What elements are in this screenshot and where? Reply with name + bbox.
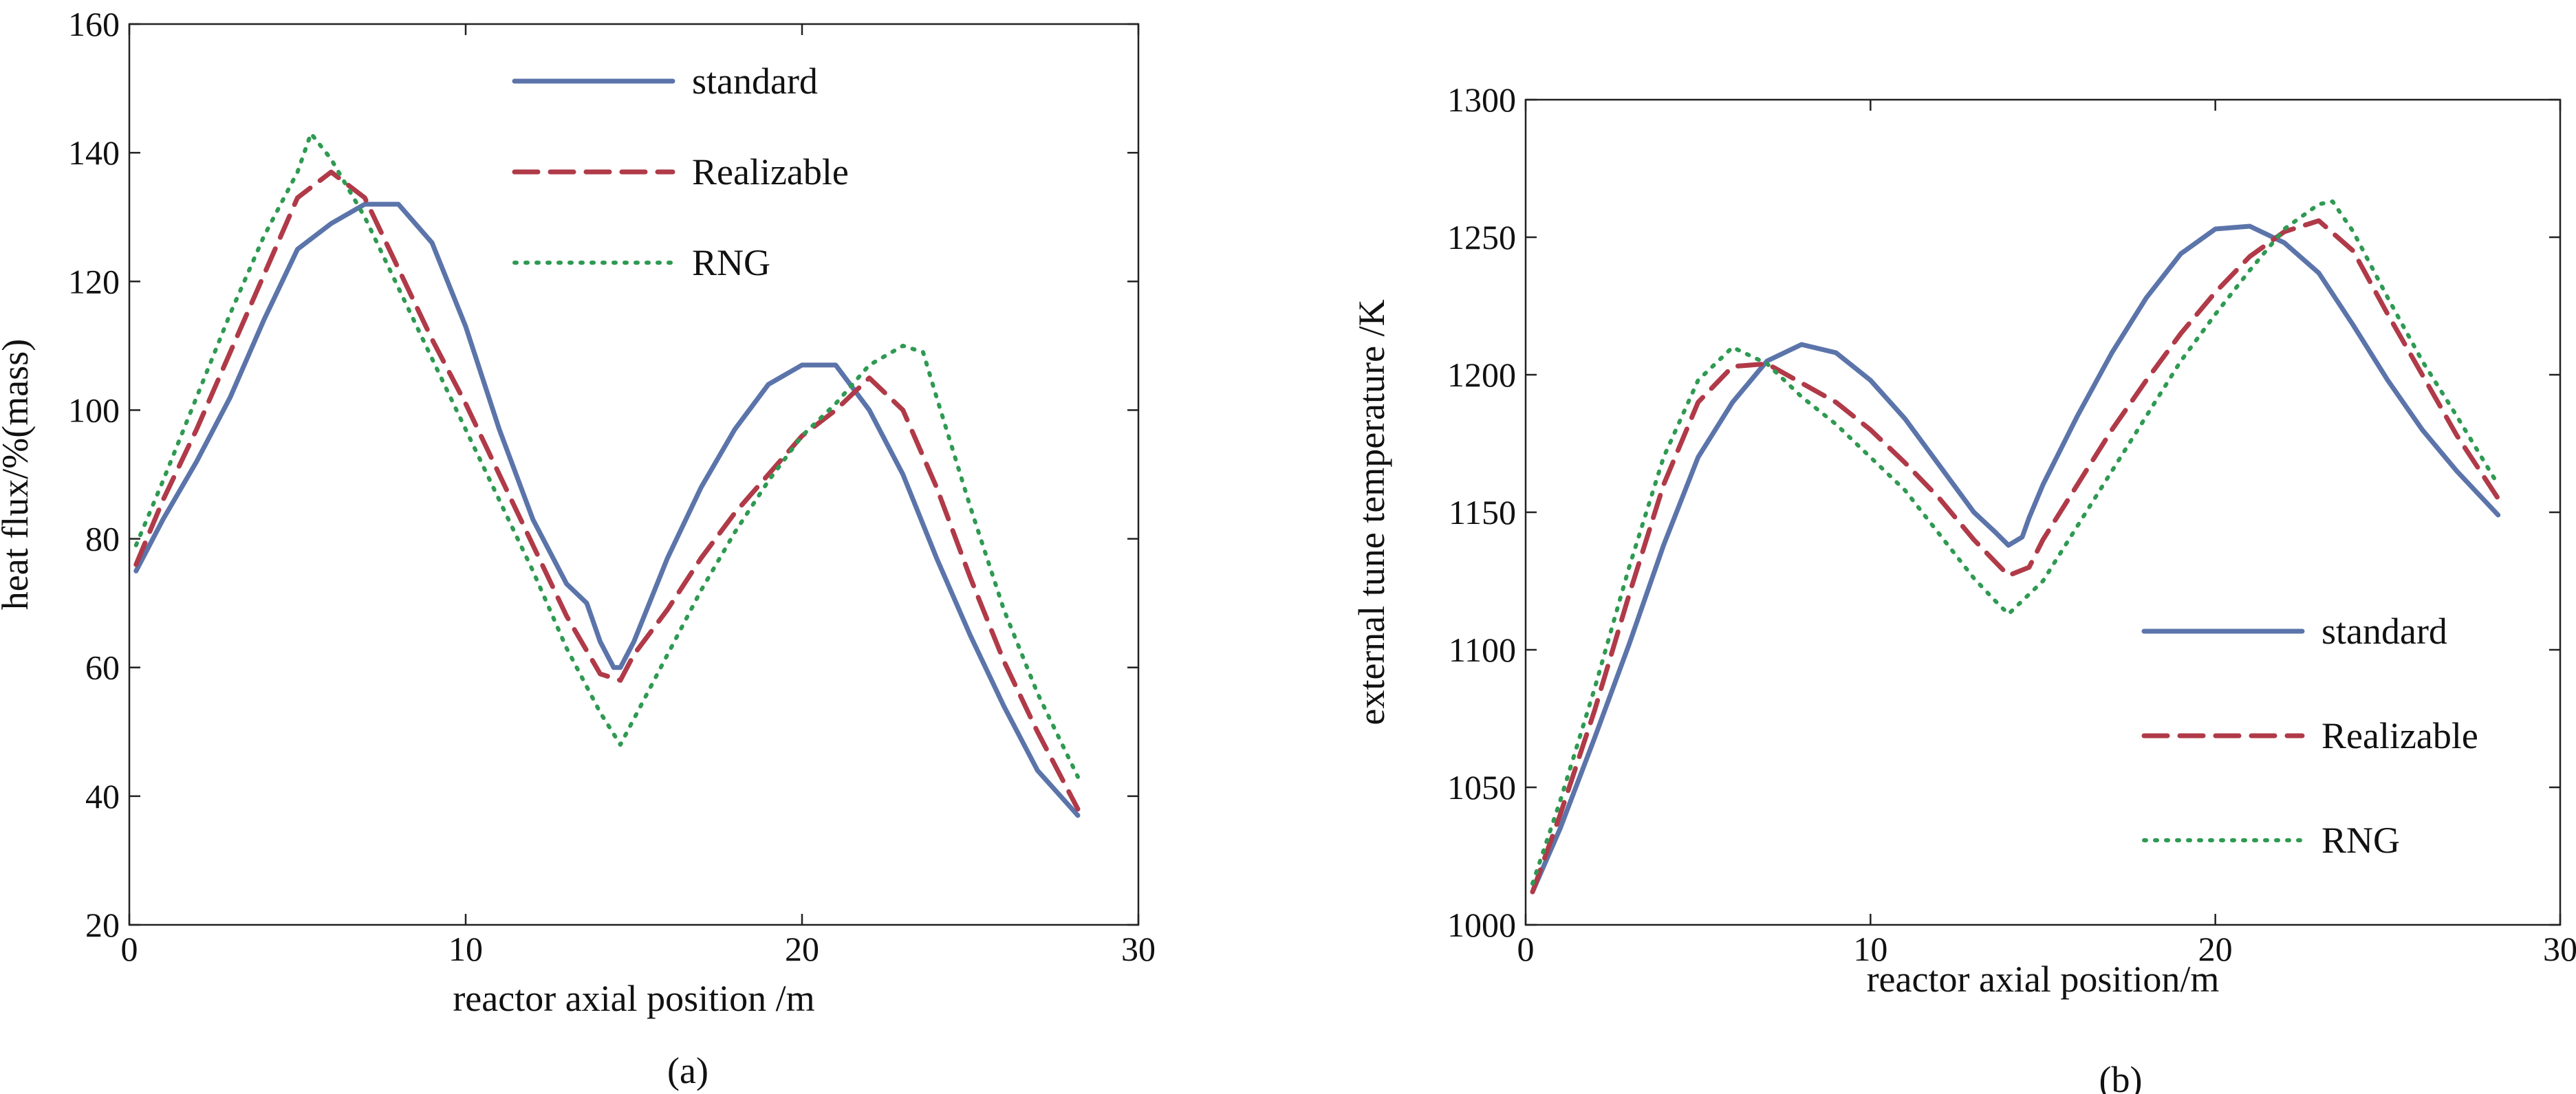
chart-panel-a: 0 10 20 30 20 40 60 80 100 120 140 160 reactor axial… bbox=[0, 5, 1156, 1091]
x-tick-label: 20 bbox=[785, 930, 819, 968]
series-line-realizable bbox=[133, 169, 1081, 812]
y-tick-label: 40 bbox=[85, 777, 120, 816]
x-tick-label: 10 bbox=[1853, 930, 1887, 968]
y-tick-label: 1050 bbox=[1447, 768, 1516, 807]
y-tick-label: 100 bbox=[68, 391, 120, 429]
x-tick-label: 0 bbox=[121, 930, 138, 968]
y-tick-label: 120 bbox=[68, 262, 120, 300]
x-axis-label: reactor axial position/m bbox=[1867, 959, 2220, 1000]
y-tick-label: 1100 bbox=[1449, 631, 1516, 669]
legend: standard Realizable RNG bbox=[2141, 611, 2478, 861]
x-tick-label: 30 bbox=[1121, 930, 1156, 968]
x-tick-label: 30 bbox=[2543, 930, 2576, 968]
y-axis-label: external tune temperature /K bbox=[1351, 299, 1392, 725]
x-tick-label: 0 bbox=[1517, 930, 1535, 968]
panel-label: (a) bbox=[667, 1050, 708, 1091]
legend-label: Realizable bbox=[692, 151, 849, 193]
y-tick-label: 1150 bbox=[1449, 493, 1516, 532]
panel-label: (b) bbox=[2099, 1059, 2143, 1094]
x-tick-label: 10 bbox=[448, 930, 483, 968]
legend: standard Realizable RNG bbox=[512, 61, 849, 283]
y-tick-label: 60 bbox=[85, 648, 120, 687]
series-line-rng bbox=[133, 131, 1080, 779]
plot-frame bbox=[1524, 98, 2562, 926]
y-tick-label: 160 bbox=[68, 5, 120, 43]
y-tick-label: 1300 bbox=[1447, 80, 1516, 119]
y-tick-label: 140 bbox=[68, 133, 120, 172]
x-axis-label: reactor axial position /m bbox=[453, 978, 814, 1019]
y-tick-label: 1000 bbox=[1447, 906, 1516, 944]
legend-label: Realizable bbox=[2321, 715, 2478, 756]
series-line-realizable bbox=[1530, 218, 2501, 895]
series-line-rng bbox=[1530, 199, 2500, 886]
y-tick-label: 80 bbox=[85, 520, 120, 558]
y-tick-label: 20 bbox=[85, 906, 120, 944]
y-tick-label: 1250 bbox=[1447, 218, 1516, 256]
y-axis-label: heat flux/%(mass) bbox=[0, 339, 36, 610]
chart-panel-b: 0 10 20 30 1000 1050 1100 1150 1200 1250 1300 react… bbox=[1351, 80, 2576, 1094]
legend-label: standard bbox=[692, 61, 818, 102]
series-line-standard bbox=[1530, 223, 2501, 895]
series-line-standard bbox=[133, 201, 1081, 818]
plot-frame bbox=[128, 23, 1140, 926]
y-tick-label: 1200 bbox=[1447, 355, 1516, 394]
legend-label: RNG bbox=[692, 242, 770, 283]
legend-label: RNG bbox=[2321, 820, 2400, 861]
x-tick-label: 20 bbox=[2198, 930, 2233, 968]
legend-label: standard bbox=[2321, 611, 2447, 652]
